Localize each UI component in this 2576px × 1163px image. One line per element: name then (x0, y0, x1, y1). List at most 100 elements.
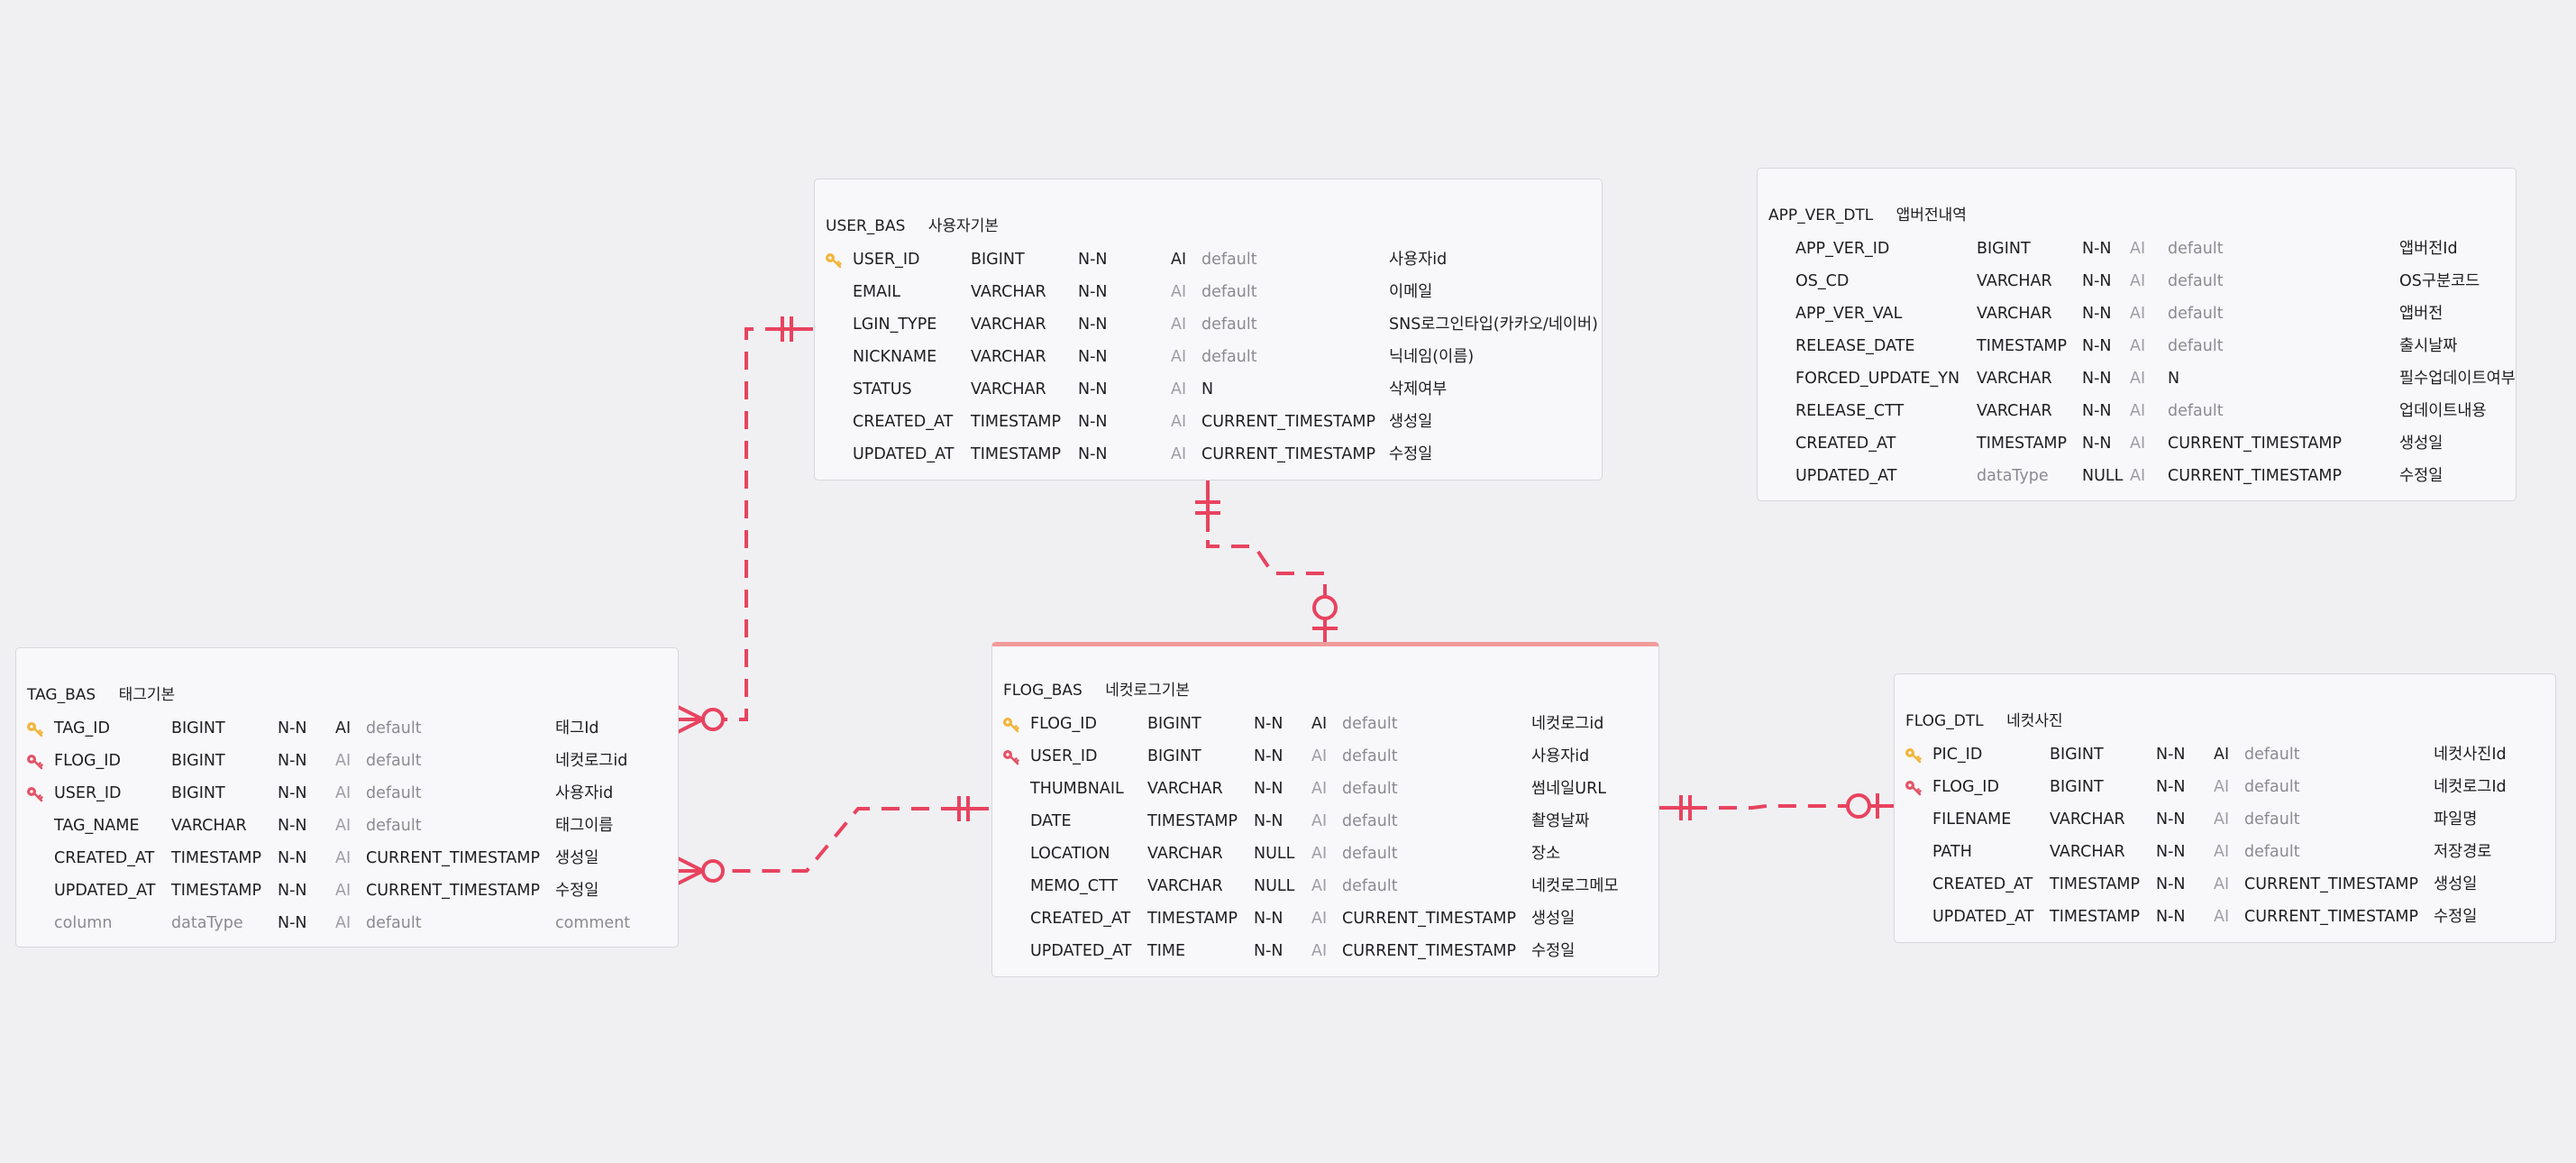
column-comment[interactable]: 수정일 (2399, 467, 2444, 485)
column-default[interactable]: default (2168, 240, 2224, 258)
column-type[interactable]: VARCHAR (971, 380, 1046, 398)
column-auto-increment[interactable]: AI (2130, 337, 2146, 355)
column-name[interactable]: RELEASE_CTT (1795, 402, 1905, 420)
column-name[interactable]: FLOG_ID (54, 752, 121, 770)
column-not-null[interactable]: N-N (2082, 272, 2112, 290)
column-comment[interactable]: 네컷로그id (555, 752, 628, 770)
column-type[interactable]: VARCHAR (971, 316, 1046, 334)
column-default[interactable]: default (1342, 747, 1398, 765)
column-name[interactable]: STATUS (853, 380, 912, 398)
relation-user-tag[interactable] (714, 327, 813, 721)
column-comment[interactable]: comment (555, 914, 631, 932)
column-auto-increment[interactable]: AI (2214, 875, 2230, 893)
column-not-null[interactable]: N-N (1078, 380, 1108, 398)
column-comment[interactable]: 앱버전 (2399, 305, 2444, 323)
column-name[interactable]: MEMO_CTT (1030, 877, 1119, 895)
entity-user-bas[interactable]: USER_BAS 사용자기본 USER_ID BIGINT N-N AI default… (814, 179, 1603, 481)
column-default[interactable]: N (2168, 370, 2180, 388)
column-not-null[interactable]: N-N (278, 914, 307, 932)
column-comment[interactable]: 네컷로그메모 (1531, 877, 1619, 895)
column-comment[interactable]: 수정일 (555, 882, 599, 900)
column-name[interactable]: DATE (1030, 812, 1072, 830)
column-comment[interactable]: 생성일 (1531, 910, 1576, 928)
column-auto-increment[interactable]: AI (335, 752, 352, 770)
column-default[interactable]: N (1201, 380, 1214, 398)
column-row[interactable]: FLOG_ID BIGINT N-N AI default 네컷로그Id (1895, 778, 2555, 810)
column-name[interactable]: FORCED_UPDATE_YN (1795, 370, 1960, 388)
column-not-null[interactable]: N-N (2156, 843, 2186, 861)
column-type[interactable]: BIGINT (2050, 746, 2104, 764)
column-comment[interactable]: 태그이름 (555, 817, 614, 835)
column-row[interactable]: USER_ID BIGINT N-N AI default 사용자id (16, 784, 678, 817)
column-comment[interactable]: SNS로그인타입(카카오/네이버) (1389, 316, 1598, 334)
column-auto-increment[interactable]: AI (2130, 402, 2146, 420)
column-type[interactable]: BIGINT (1147, 715, 1201, 733)
column-type[interactable]: dataType (1977, 467, 2049, 485)
entity-app-ver-dtl[interactable]: APP_VER_DTL 앱버전내역 APP_VER_ID BIGINT N-N AI d… (1757, 168, 2517, 501)
column-auto-increment[interactable]: AI (2130, 435, 2146, 453)
column-name[interactable]: THUMBNAIL (1030, 780, 1124, 798)
column-name[interactable]: CREATED_AT (853, 413, 954, 431)
column-auto-increment[interactable]: AI (335, 719, 352, 737)
column-auto-increment[interactable]: AI (1311, 877, 1328, 895)
column-not-null[interactable]: N-N (278, 784, 307, 802)
column-name[interactable]: UPDATED_AT (54, 882, 156, 900)
column-name[interactable]: LGIN_TYPE (853, 316, 937, 334)
column-not-null[interactable]: N-N (278, 719, 307, 737)
column-comment[interactable]: 태그Id (555, 719, 599, 737)
column-type[interactable]: TIMESTAMP (171, 882, 262, 900)
column-name[interactable]: CREATED_AT (54, 849, 155, 867)
column-auto-increment[interactable]: AI (1171, 413, 1187, 431)
column-default[interactable]: default (2168, 402, 2224, 420)
column-type[interactable]: TIMESTAMP (1147, 812, 1238, 830)
column-default[interactable]: default (1342, 877, 1398, 895)
column-default[interactable]: default (1342, 812, 1398, 830)
column-default[interactable]: CURRENT_TIMESTAMP (2244, 908, 2419, 926)
column-auto-increment[interactable]: AI (2214, 908, 2230, 926)
column-auto-increment[interactable]: AI (1311, 910, 1328, 928)
column-type[interactable]: VARCHAR (971, 348, 1046, 366)
column-default[interactable]: default (1201, 348, 1257, 366)
column-row[interactable]: LGIN_TYPE VARCHAR N-N AI default SNS로그인타입(카카오… (815, 316, 1602, 348)
column-comment[interactable]: 저장경로 (2434, 843, 2492, 861)
column-not-null[interactable]: N-N (2082, 435, 2112, 453)
column-default[interactable]: CURRENT_TIMESTAMP (1201, 413, 1376, 431)
column-not-null[interactable]: NULL (1254, 845, 1295, 863)
column-not-null[interactable]: N-N (1078, 251, 1108, 269)
entity-tag-bas[interactable]: TAG_BAS 태그기본 TAG_ID BIGINT N-N AI default 태그I… (15, 647, 679, 948)
column-default[interactable]: default (366, 784, 422, 802)
column-default[interactable]: default (366, 817, 422, 835)
column-type[interactable]: BIGINT (1147, 747, 1201, 765)
column-type[interactable]: BIGINT (971, 251, 1025, 269)
column-auto-increment[interactable]: AI (1171, 445, 1187, 463)
column-auto-increment[interactable]: AI (2214, 843, 2230, 861)
column-default[interactable]: default (1201, 316, 1257, 334)
column-name[interactable]: CREATED_AT (1030, 910, 1131, 928)
column-default[interactable]: default (366, 752, 422, 770)
column-name[interactable]: FILENAME (1932, 810, 2012, 829)
column-auto-increment[interactable]: AI (1311, 715, 1328, 733)
column-row[interactable]: PIC_ID BIGINT N-N AI default 네컷사진Id (1895, 746, 2555, 778)
column-row[interactable]: USER_ID BIGINT N-N AI default 사용자id (992, 747, 1658, 780)
column-comment[interactable]: 필수업데이트여부 (2399, 370, 2516, 388)
column-name[interactable]: TAG_NAME (54, 817, 140, 835)
column-comment[interactable]: 네컷로그Id (2434, 778, 2507, 796)
column-row[interactable]: UPDATED_AT TIMESTAMP N-N AI CURRENT_TIMESTAM… (1895, 908, 2555, 940)
column-auto-increment[interactable]: AI (2130, 467, 2146, 485)
column-name[interactable]: OS_CD (1795, 272, 1850, 290)
column-not-null[interactable]: N-N (2082, 370, 2112, 388)
column-not-null[interactable]: N-N (278, 849, 307, 867)
column-auto-increment[interactable]: AI (2214, 810, 2230, 829)
column-comment[interactable]: 썸네일URL (1531, 780, 1607, 798)
column-comment[interactable]: 장소 (1531, 845, 1561, 863)
column-type[interactable]: TIMESTAMP (1147, 910, 1238, 928)
column-row[interactable]: APP_VER_VAL VARCHAR N-N AI default 앱버전 (1758, 305, 2516, 337)
column-auto-increment[interactable]: AI (1171, 380, 1187, 398)
column-name[interactable]: APP_VER_ID (1795, 240, 1890, 258)
column-auto-increment[interactable]: AI (335, 817, 352, 835)
column-row[interactable]: APP_VER_ID BIGINT N-N AI default 앱버전Id (1758, 240, 2516, 272)
column-type[interactable]: VARCHAR (1147, 877, 1223, 895)
column-not-null[interactable]: N-N (2082, 402, 2112, 420)
column-not-null[interactable]: N-N (1078, 283, 1108, 301)
relation-flog-dtl[interactable] (1659, 804, 1848, 810)
